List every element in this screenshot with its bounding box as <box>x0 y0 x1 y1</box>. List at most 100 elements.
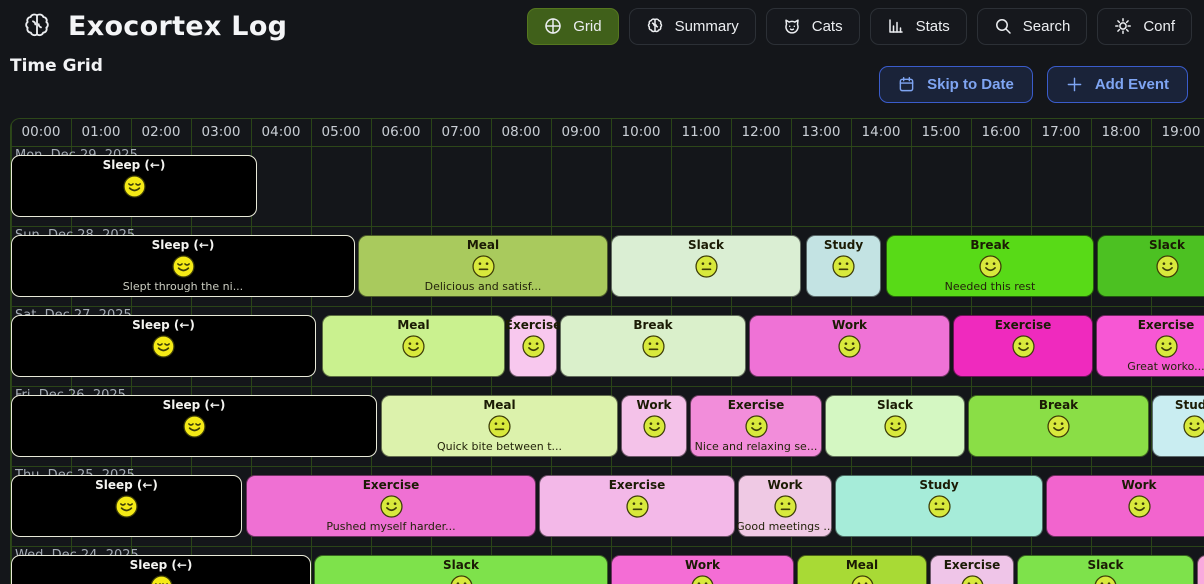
add-event-button[interactable]: Add Event <box>1046 66 1188 103</box>
mood-neutral-emoji <box>641 334 665 358</box>
event-note: Delicious and satisf... <box>424 280 542 293</box>
event-block-meal[interactable]: Meal Delicious and satisf... <box>358 235 608 297</box>
event-title: Sleep (←) <box>132 318 195 332</box>
event-block-exercise[interactable]: Exercise Great worko... <box>1096 315 1204 377</box>
mood-relaxed-emoji <box>122 174 146 198</box>
skip-to-date-button[interactable]: Skip to Date <box>879 66 1033 103</box>
hour-label: 01:00 <box>81 124 121 140</box>
hour-label: 02:00 <box>141 124 181 140</box>
toolbar: Skip to Date Add Event <box>879 66 1188 103</box>
event-block-study[interactable]: Study <box>806 235 881 297</box>
event-block-exercise[interactable]: Exercise <box>930 555 1014 584</box>
day-row: Sun, Dec 28, 2025Sleep (←)Slept through … <box>11 227 1204 307</box>
hour-label: 05:00 <box>321 124 361 140</box>
nav-tab-search[interactable]: Search <box>976 7 1088 45</box>
nav-tab-label: Cats <box>811 17 843 35</box>
mood-neutral-emoji <box>927 494 951 518</box>
event-block-sleep[interactable]: Sleep (←) <box>11 315 316 377</box>
event-block-study[interactable]: Study <box>835 475 1043 537</box>
main-nav: Grid Summary Cats Stats Search Conf <box>527 7 1192 45</box>
hour-label: 18:00 <box>1101 124 1141 140</box>
event-title: Meal <box>466 238 500 252</box>
event-title: Meal <box>397 318 430 332</box>
hour-label: 13:00 <box>801 124 841 140</box>
day-row: Thu, Dec 25, 2025Sleep (←)ExercisePushed… <box>11 467 1204 547</box>
event-block-work[interactable]: Work <box>621 395 687 457</box>
event-block-sleep[interactable]: Sleep (←) <box>11 475 242 537</box>
event-block-slack[interactable]: Slack <box>825 395 965 457</box>
event-title: Slack <box>1087 558 1124 572</box>
event-block-slack[interactable]: Slack <box>1017 555 1194 584</box>
event-block-sleep[interactable]: Sleep (←) <box>11 395 377 457</box>
nav-tab-grid[interactable]: Grid <box>527 7 619 45</box>
event-block-break[interactable]: Break <box>968 395 1149 457</box>
event-block-work[interactable]: Work Good meetings ... <box>736 475 834 537</box>
event-block-slack[interactable]: Slack <box>314 555 608 584</box>
event-block-exercise[interactable]: Exercise Nice and relaxing se... <box>690 395 822 457</box>
hour-label: 07:00 <box>441 124 481 140</box>
event-block-work[interactable]: Work <box>1046 475 1204 537</box>
event-block-work[interactable]: Work <box>749 315 950 377</box>
mood-happy-emoji <box>379 494 403 518</box>
event-block-exercise[interactable]: Exercise <box>505 315 561 377</box>
event-title: Sleep (←) <box>151 238 215 252</box>
event-title: Sleep (←) <box>129 558 193 572</box>
hour-label: 11:00 <box>681 124 721 140</box>
mood-happy-emoji <box>1127 494 1151 518</box>
event-block-meal[interactable]: Meal <box>322 315 505 377</box>
event-title: Exercise <box>727 398 785 412</box>
event-block-study[interactable]: Study <box>1152 395 1204 457</box>
mood-happy-emoji <box>1154 334 1178 358</box>
brain-icon <box>646 17 664 35</box>
cat-icon <box>783 17 801 35</box>
event-title: Meal <box>483 398 516 412</box>
event-block-exercise[interactable]: Exercise Pushed myself harder... <box>246 475 536 537</box>
event-block-work[interactable]: Work <box>1197 555 1204 584</box>
brain-logo-icon <box>22 11 52 41</box>
mood-happy-emoji <box>1094 574 1117 584</box>
mood-happy-emoji <box>851 574 873 584</box>
plus-icon <box>1066 76 1083 93</box>
mood-relaxed-emoji <box>150 574 172 584</box>
mood-happy-emoji <box>642 414 666 438</box>
nav-tab-label: Search <box>1022 17 1071 35</box>
bar-chart-icon <box>887 17 905 35</box>
nav-tab-conf[interactable]: Conf <box>1097 7 1192 45</box>
event-block-exercise[interactable]: Exercise <box>953 315 1093 377</box>
event-title: Slack <box>1149 238 1185 252</box>
mood-happy-emoji <box>1047 414 1070 438</box>
gear-icon <box>1114 17 1132 35</box>
nav-tab-cats[interactable]: Cats <box>765 7 860 45</box>
event-block-slack[interactable]: Slack <box>611 235 801 297</box>
hour-label: 17:00 <box>1041 124 1081 140</box>
time-grid: 00:00 01:00 02:00 03:00 04:00 05:00 06:00 07:00… <box>10 118 1204 584</box>
hour-label: 00:00 <box>21 124 61 140</box>
event-block-exercise[interactable]: Exercise <box>539 475 735 537</box>
mood-happy-emoji <box>691 574 714 584</box>
event-title: Exercise <box>1137 318 1195 332</box>
event-block-break[interactable]: Break <box>560 315 746 377</box>
hour-label: 12:00 <box>741 124 781 140</box>
nav-tab-stats[interactable]: Stats <box>869 7 967 45</box>
event-block-slack[interactable]: Slack <box>1097 235 1204 297</box>
event-title: Sleep (←) <box>95 478 158 492</box>
event-title: Study <box>919 478 959 492</box>
event-block-sleep[interactable]: Sleep (←) Slept through the ni... <box>11 235 355 297</box>
event-title: Exercise <box>362 478 420 492</box>
event-block-meal[interactable]: Meal Quick bite between t... <box>381 395 618 457</box>
event-note: Needed this rest <box>944 280 1036 293</box>
mood-neutral-emoji <box>832 254 855 278</box>
event-block-sleep[interactable]: Sleep (←) <box>11 555 311 584</box>
mood-happy-emoji <box>978 254 1002 278</box>
event-block-break[interactable]: Break Needed this rest <box>886 235 1094 297</box>
nav-tab-summary[interactable]: Summary <box>628 7 756 45</box>
top-bar: Exocortex Log Grid Summary Cats Stats Search… <box>0 0 1204 52</box>
event-note: Pushed myself harder... <box>326 520 456 533</box>
mood-happy-emoji <box>883 414 907 438</box>
event-block-sleep[interactable]: Sleep (←) <box>11 155 257 217</box>
event-block-work[interactable]: Work <box>611 555 794 584</box>
event-block-meal[interactable]: Meal <box>797 555 927 584</box>
event-title: Exercise <box>943 558 1001 572</box>
day-row: Sat, Dec 27, 2025Sleep (←)MealExerciseBr… <box>11 307 1204 387</box>
